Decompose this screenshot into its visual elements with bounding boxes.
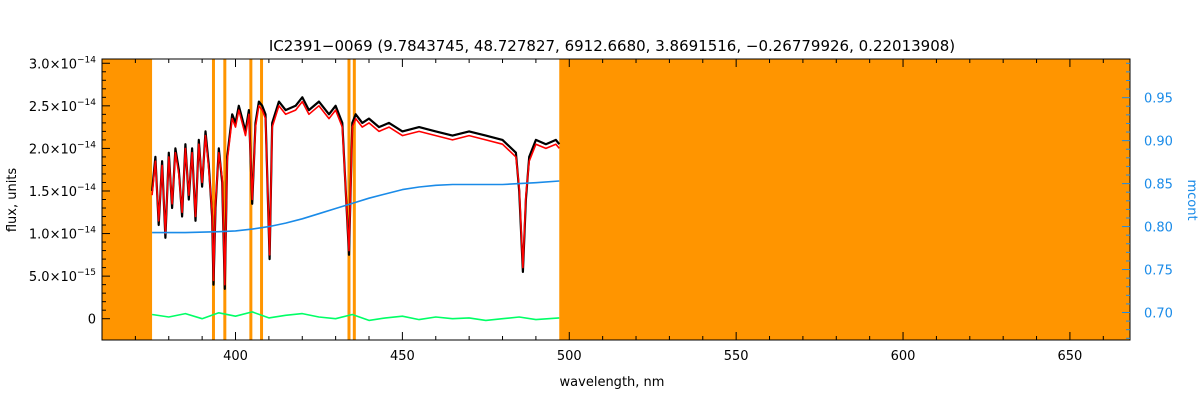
chart-title: IC2391−0069 (9.7843745, 48.727827, 6912.… (269, 37, 955, 55)
x-tick-label: 500 (557, 349, 582, 364)
y-tick-label-left: 1.5×10−14 (29, 183, 96, 200)
y-tick-label-right: 0.85 (1144, 178, 1173, 193)
y-axis-title-left: flux, units (5, 168, 20, 233)
y-tick-exponent: −14 (77, 98, 96, 108)
x-axis: 400 450 500 550 600 650 (134, 59, 1104, 364)
x-tick-label: 450 (390, 349, 415, 364)
series-line-3 (151, 311, 560, 322)
mask-regions (102, 59, 1130, 340)
y-tick-label-left: 2.5×10−14 (29, 98, 96, 115)
y-tick-exponent: −14 (77, 55, 96, 65)
series-line-2 (152, 180, 560, 234)
y-axis-left: 0 5.0×10−15 1.0×10−14 1.5×10−14 2.0×10−14 2.5… (29, 55, 110, 328)
mask-lines (211, 59, 356, 340)
x-tick-label: 400 (223, 349, 248, 364)
x-tick-label: 600 (891, 349, 916, 364)
y-tick-label-right: 0.95 (1144, 92, 1173, 107)
y-tick-exponent: −14 (77, 140, 96, 150)
y-axis-title-right: mcont (1184, 179, 1199, 220)
y-tick-exponent: −15 (77, 268, 96, 278)
y-tick-label-right: 0.90 (1144, 135, 1173, 150)
masked-region-0 (102, 59, 153, 340)
y-axis-right: 0.70 0.75 0.80 0.85 0.90 0.95 (1122, 62, 1173, 339)
y-tick-label-left: 2.0×10−14 (29, 140, 96, 157)
y-tick-exponent: −14 (77, 183, 96, 193)
x-axis-title: wavelength, nm (560, 375, 665, 390)
y-tick-label-right: 0.70 (1144, 307, 1173, 322)
y-tick-label-left: 5.0×10−15 (29, 268, 96, 285)
y-tick-label-right: 0.80 (1144, 221, 1173, 236)
y-tick-label-left: 1.0×10−14 (29, 226, 96, 243)
y-tick-label-left: 0 (88, 313, 96, 328)
masked-region-1 (559, 59, 1130, 340)
y-tick-exponent: −14 (77, 226, 96, 236)
y-tick-label-left: 3.0×10−14 (29, 55, 96, 72)
y-tick-label-right: 0.75 (1144, 264, 1173, 279)
series-line-1 (151, 100, 560, 286)
x-tick-label: 550 (724, 349, 749, 364)
series-group (151, 96, 561, 322)
x-tick-label: 650 (1058, 349, 1083, 364)
